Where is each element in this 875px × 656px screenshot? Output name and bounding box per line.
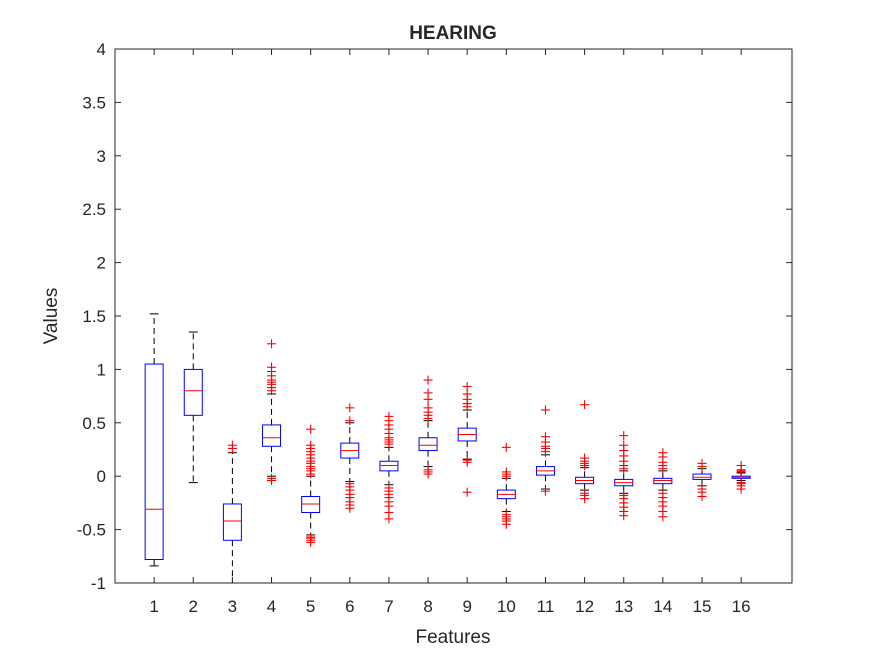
y-tick-label: 2: [97, 254, 106, 273]
outlier-marker: [462, 455, 472, 465]
x-tick-label: 15: [693, 597, 712, 616]
outlier-marker: [462, 487, 472, 497]
outlier-marker: [540, 486, 550, 496]
box-feature-11: [535, 405, 555, 496]
outlier-marker: [423, 388, 433, 398]
box-feature-16: [731, 461, 751, 494]
box-iqr: [222, 503, 242, 541]
outlier-marker: [384, 411, 394, 421]
outlier-marker: [580, 453, 590, 463]
outlier-marker: [267, 362, 277, 372]
box-feature-13: [614, 431, 634, 521]
box-iqr: [379, 460, 399, 472]
box-feature-8: [418, 375, 438, 479]
outlier-marker: [267, 473, 277, 483]
box-feature-7: [379, 411, 399, 524]
x-axis-label: Features: [416, 627, 491, 648]
outlier-marker: [501, 510, 511, 520]
outlier-marker: [306, 532, 316, 542]
outlier-marker: [580, 488, 590, 498]
outlier-marker: [697, 484, 707, 494]
y-tick-label: 2.5: [82, 200, 106, 219]
outlier-marker: [619, 431, 629, 441]
box-feature-15: [692, 458, 712, 501]
y-tick-label: -0.5: [77, 521, 106, 540]
axis-ticks: -1-0.500.511.522.533.541 2 3 4 5 6 7 8 9 10 11 12 13…: [77, 40, 792, 616]
box-feature-1: [144, 313, 164, 567]
y-tick-label: 3: [97, 147, 106, 166]
box-feature-12: [575, 400, 595, 504]
box-feature-3: [222, 440, 242, 584]
box-feature-10: [496, 442, 516, 529]
outlier-marker: [306, 440, 316, 450]
chart-title: HEARING: [409, 23, 497, 44]
outlier-marker: [227, 440, 237, 450]
outlier-marker: [501, 442, 511, 452]
box-feature-14: [653, 448, 673, 522]
box-iqr: [653, 477, 673, 485]
outlier-marker: [345, 479, 355, 489]
x-tick-label: 10: [497, 597, 516, 616]
x-tick-label: 5: [306, 597, 315, 616]
outlier-marker: [697, 458, 707, 468]
x-tick-label: 7: [384, 597, 393, 616]
x-tick-label: 12: [575, 597, 594, 616]
y-tick-label: 4: [97, 40, 106, 59]
plot-area: [144, 313, 751, 584]
box-iqr: [144, 363, 164, 561]
axes-frame: [114, 48, 793, 584]
outlier-marker: [540, 405, 550, 415]
x-tick-label: 3: [228, 597, 237, 616]
box-feature-6: [340, 403, 360, 513]
box-iqr: [692, 473, 712, 480]
y-tick-label: -1: [91, 574, 106, 593]
box-feature-5: [301, 424, 321, 547]
outlier-marker: [501, 467, 511, 477]
outlier-marker: [306, 424, 316, 434]
y-axis-label: Values: [41, 288, 62, 345]
box-feature-9: [457, 381, 477, 497]
outlier-marker: [345, 416, 355, 426]
x-tick-label: 13: [614, 597, 633, 616]
x-tick-label: 4: [267, 597, 276, 616]
outlier-marker: [658, 488, 668, 498]
y-tick-label: 0.5: [82, 414, 106, 433]
y-tick-label: 1.5: [82, 307, 106, 326]
outlier-marker: [345, 403, 355, 413]
outlier-marker: [540, 432, 550, 442]
outlier-marker: [423, 403, 433, 413]
box-feature-4: [262, 339, 282, 485]
y-tick-label: 3.5: [82, 93, 106, 112]
outlier-marker: [423, 375, 433, 385]
outlier-marker: [736, 478, 746, 488]
x-tick-label: 16: [732, 597, 751, 616]
box-iqr: [262, 424, 282, 447]
outlier-marker: [619, 490, 629, 500]
outlier-marker: [736, 461, 746, 471]
x-tick-label: 1: [149, 597, 158, 616]
y-tick-label: 1: [97, 360, 106, 379]
x-tick-label: 8: [423, 597, 432, 616]
x-tick-label: 14: [653, 597, 672, 616]
outlier-marker: [580, 400, 590, 410]
box-iqr: [418, 437, 438, 452]
x-tick-label: 6: [345, 597, 354, 616]
box-iqr: [183, 368, 203, 416]
y-tick-label: 0: [97, 467, 106, 486]
outlier-marker: [658, 448, 668, 458]
box-iqr: [301, 495, 321, 514]
outlier-marker: [462, 381, 472, 391]
outlier-marker: [619, 440, 629, 450]
outlier-marker: [267, 339, 277, 349]
outlier-marker: [384, 483, 394, 493]
x-tick-label: 11: [537, 597, 555, 616]
outlier-marker: [423, 465, 433, 475]
x-tick-label: 9: [462, 597, 471, 616]
x-tick-label: 2: [189, 597, 198, 616]
box-feature-2: [183, 331, 203, 484]
